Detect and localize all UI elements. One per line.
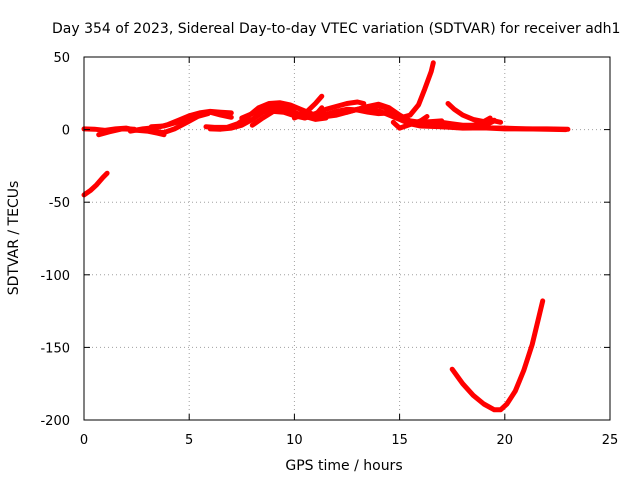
y-tick-label: -50 xyxy=(49,196,70,211)
series-line-s2 xyxy=(96,126,137,138)
series-line-s6 xyxy=(150,111,211,135)
series-line-s22 xyxy=(439,124,569,133)
series-line-s3 xyxy=(81,170,110,198)
tick-layer: 0 5 10 15 20 25 -200 -150 -100 -50 0 50 xyxy=(40,51,618,448)
x-tick-label: 15 xyxy=(391,433,408,448)
x-tick-label: 0 xyxy=(80,433,88,448)
series-line-s9 xyxy=(239,103,297,121)
x-tick-label: 20 xyxy=(497,433,514,448)
plot-frame xyxy=(83,56,611,421)
x-tick-label: 10 xyxy=(286,433,303,448)
series-line-s25 xyxy=(449,298,546,413)
series-line-s24 xyxy=(485,118,504,127)
series-line-s13 xyxy=(302,99,367,121)
y-tick-label: -200 xyxy=(40,414,70,429)
y-tick-label: -100 xyxy=(40,269,70,284)
x-axis-label: GPS time / hours xyxy=(285,458,402,474)
y-tick-label: 50 xyxy=(53,51,70,66)
series-line-s12 xyxy=(298,106,392,119)
x-tick-label: 5 xyxy=(185,433,193,448)
x-tick-label: 25 xyxy=(602,433,619,448)
y-tick-label: -150 xyxy=(40,341,70,356)
y-tick-label: 0 xyxy=(62,124,70,139)
chart-title: Day 354 of 2023, Sidereal Day-to-day VTE… xyxy=(52,21,620,37)
y-axis-label: SDTVAR / TECUs xyxy=(6,181,22,296)
series-line-s23 xyxy=(470,115,493,128)
series-line-s18 xyxy=(397,60,436,121)
series-layer xyxy=(81,60,571,413)
